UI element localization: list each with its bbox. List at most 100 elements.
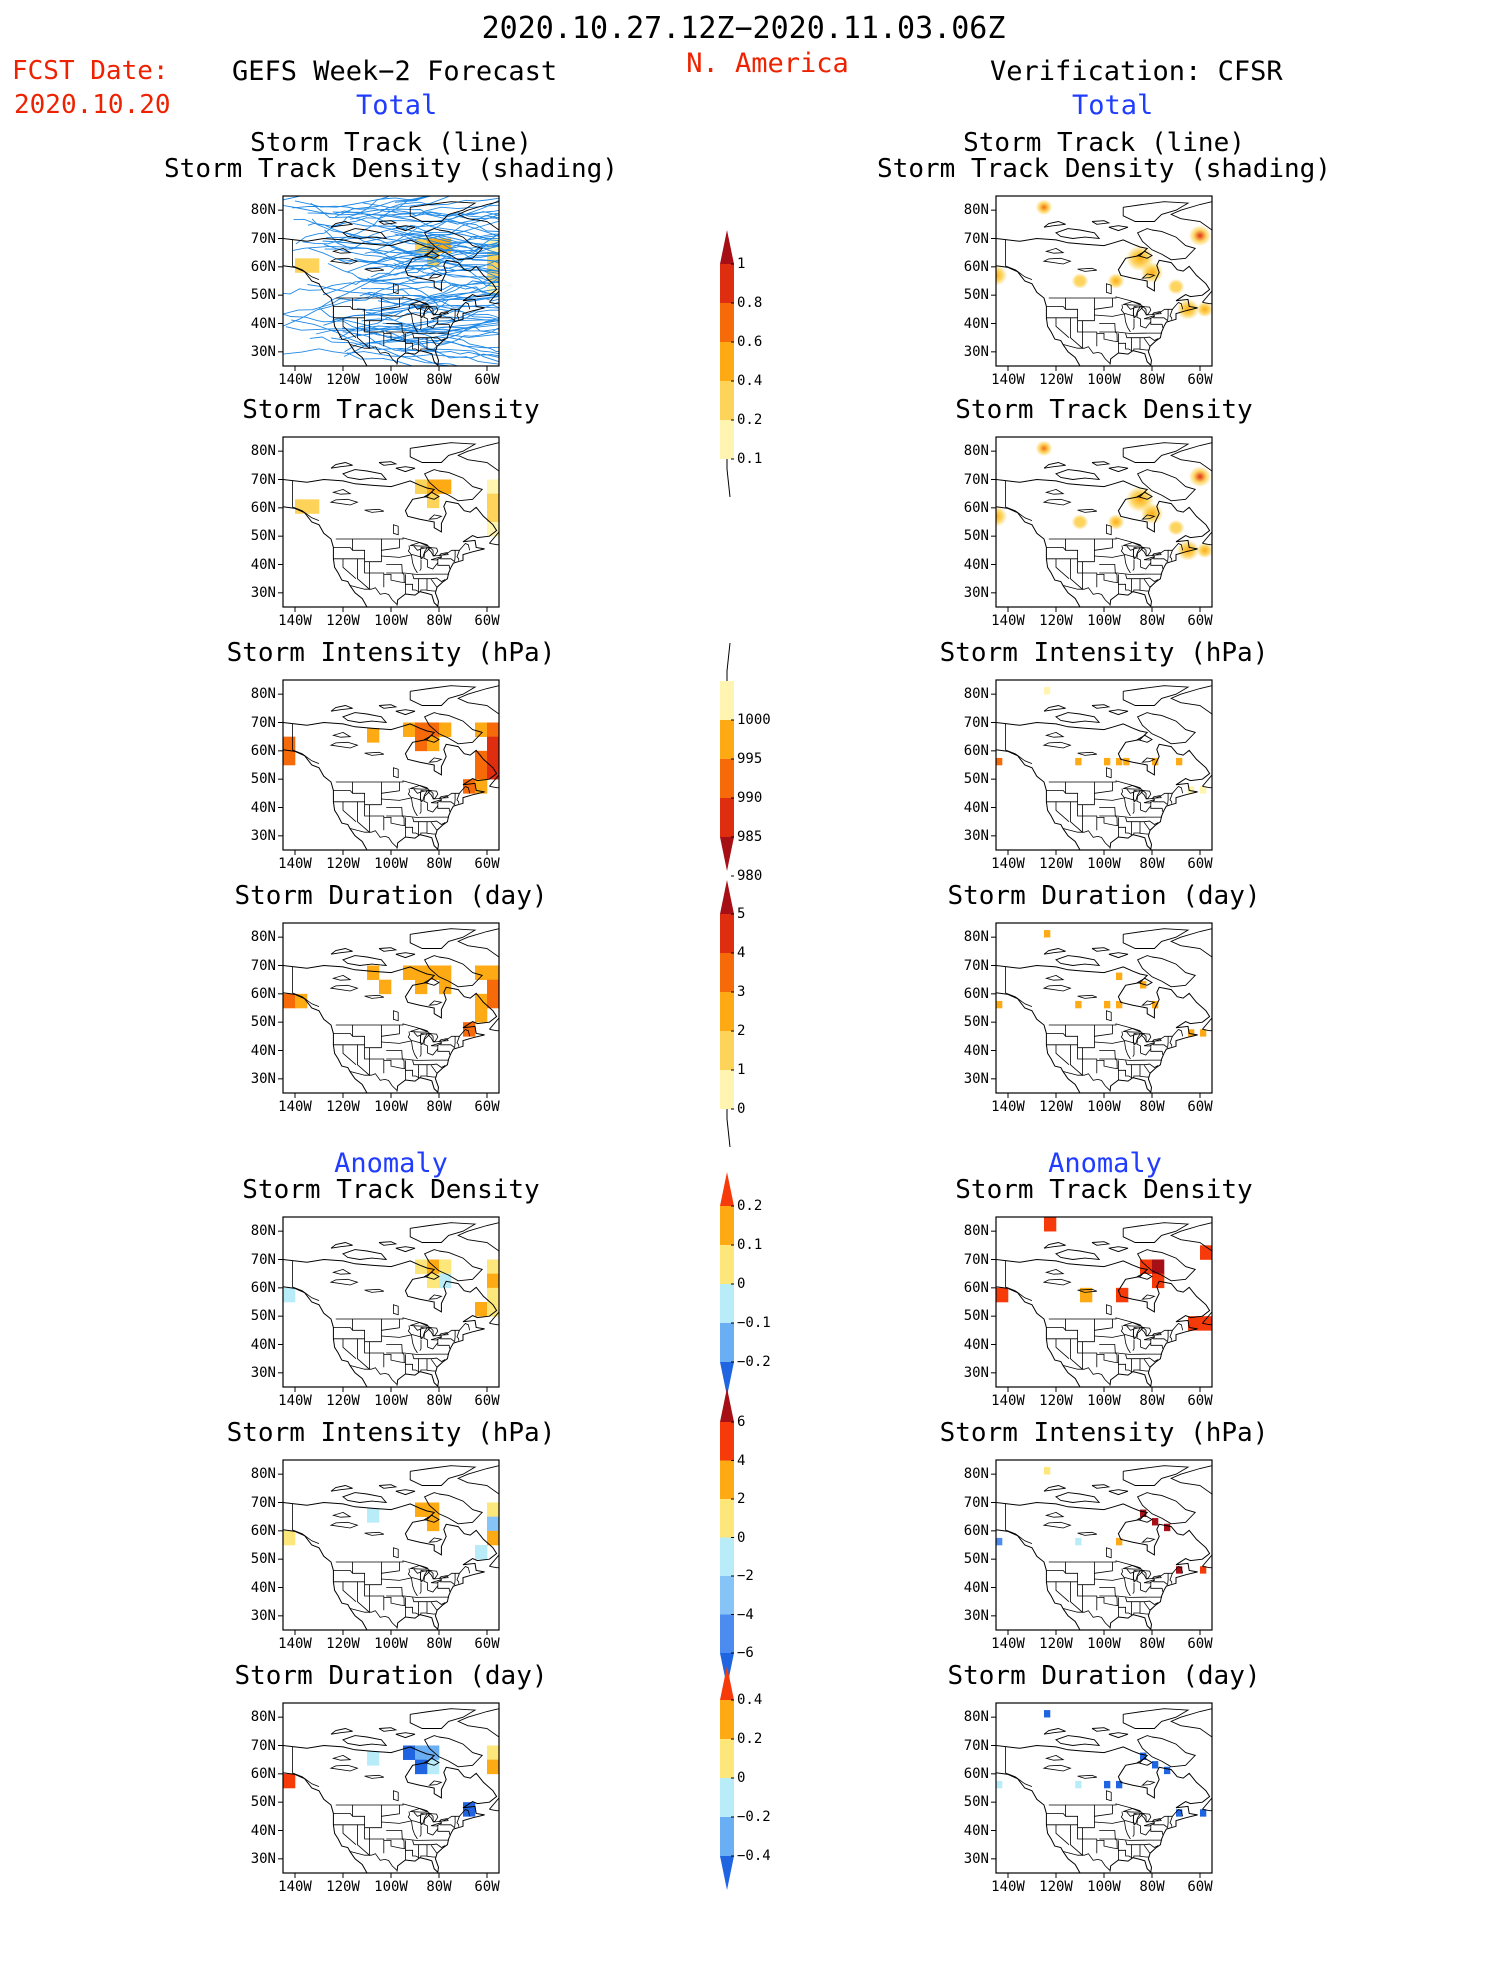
lat-tick-label: 50N bbox=[949, 1552, 989, 1566]
border bbox=[440, 1825, 454, 1828]
total-left-title: Total bbox=[356, 92, 437, 119]
border bbox=[405, 1070, 418, 1077]
border bbox=[1124, 1821, 1130, 1839]
lake bbox=[1046, 1755, 1063, 1760]
border bbox=[1133, 319, 1134, 330]
border bbox=[1118, 584, 1131, 591]
border bbox=[1168, 309, 1169, 320]
colorbar-label: −0.2 bbox=[737, 1355, 771, 1369]
map-frame bbox=[996, 1460, 1212, 1630]
border bbox=[1046, 548, 1065, 551]
border bbox=[1049, 538, 1183, 556]
border bbox=[343, 1825, 356, 1845]
lat-tick-label: 40N bbox=[236, 1338, 276, 1352]
lat-tick-label: 60N bbox=[236, 744, 276, 758]
border bbox=[336, 1318, 470, 1336]
border bbox=[428, 806, 438, 812]
island bbox=[379, 1242, 396, 1246]
colorbar-arrow-down bbox=[720, 1856, 734, 1890]
grid-cell bbox=[475, 765, 487, 779]
border bbox=[1168, 1036, 1169, 1047]
map-frame bbox=[283, 437, 499, 607]
island bbox=[1092, 221, 1109, 225]
border bbox=[1151, 318, 1163, 328]
border bbox=[1056, 802, 1069, 822]
grid-cell bbox=[367, 966, 379, 980]
border bbox=[1097, 574, 1119, 582]
forecast-anom-intensity-title: Storm Intensity (hPa) bbox=[156, 1420, 626, 1446]
lake bbox=[1106, 1011, 1111, 1021]
grid-cell bbox=[487, 980, 499, 994]
grid-cell bbox=[415, 480, 427, 494]
colorbar-anom_duration bbox=[715, 1666, 739, 1968]
island bbox=[458, 443, 511, 505]
border bbox=[1170, 550, 1172, 561]
colorbar-arrow-down bbox=[720, 837, 734, 871]
lake bbox=[429, 1781, 441, 1785]
border bbox=[1124, 1578, 1130, 1596]
colorbar-swatch bbox=[720, 381, 734, 420]
border bbox=[1094, 1578, 1135, 1581]
lake bbox=[1123, 1028, 1141, 1032]
lake bbox=[410, 785, 428, 789]
border bbox=[333, 1034, 352, 1037]
border bbox=[1049, 1804, 1183, 1822]
border bbox=[421, 1845, 427, 1858]
border bbox=[1099, 324, 1117, 342]
border bbox=[1126, 1354, 1159, 1361]
lat-tick-label: 70N bbox=[949, 473, 989, 487]
island bbox=[1171, 1466, 1224, 1528]
lake bbox=[333, 1269, 350, 1274]
border bbox=[381, 1821, 422, 1824]
island bbox=[331, 949, 353, 955]
grid-cell bbox=[499, 737, 511, 751]
border bbox=[386, 565, 404, 583]
grid-cell bbox=[1176, 758, 1182, 765]
lake bbox=[431, 1823, 441, 1826]
border bbox=[1097, 1060, 1119, 1068]
border bbox=[1151, 559, 1163, 569]
border bbox=[438, 1045, 450, 1055]
verification-duration-title: Storm Duration (day) bbox=[869, 883, 1339, 909]
border bbox=[455, 1036, 456, 1047]
island bbox=[1044, 1729, 1066, 1735]
border bbox=[1049, 1561, 1183, 1579]
island bbox=[489, 1018, 503, 1031]
border bbox=[1127, 1569, 1134, 1573]
lake bbox=[1046, 975, 1063, 980]
island bbox=[1138, 1250, 1196, 1281]
lon-tick-label: 60W bbox=[457, 1394, 517, 1408]
grid-cell bbox=[1104, 1001, 1110, 1008]
lake bbox=[429, 1295, 441, 1299]
grid-cell bbox=[487, 1531, 499, 1545]
colorbar-label: 0.1 bbox=[737, 1238, 762, 1252]
border bbox=[1141, 1586, 1151, 1592]
lon-tick-label: 60W bbox=[1170, 857, 1230, 871]
lake bbox=[1078, 1532, 1097, 1535]
lat-tick-label: 30N bbox=[949, 829, 989, 843]
map-frame bbox=[283, 923, 499, 1093]
colorbar-swatch bbox=[720, 1422, 734, 1461]
forecast-density-title: Storm Track Density bbox=[156, 397, 626, 423]
lake bbox=[1044, 1765, 1070, 1771]
island bbox=[1092, 1728, 1109, 1732]
border bbox=[336, 781, 470, 799]
colorbar-arrow-up bbox=[720, 1388, 734, 1422]
island bbox=[1171, 1709, 1224, 1771]
colorbar-swatch bbox=[720, 1499, 734, 1538]
lat-tick-label: 50N bbox=[236, 529, 276, 543]
border bbox=[1099, 332, 1162, 333]
lon-tick-label: 60W bbox=[457, 1637, 517, 1651]
lat-tick-label: 70N bbox=[949, 1496, 989, 1510]
border bbox=[431, 1602, 437, 1610]
lake bbox=[393, 1011, 398, 1021]
lat-tick-label: 30N bbox=[949, 1852, 989, 1866]
grid-cell bbox=[996, 1781, 1002, 1788]
lake bbox=[431, 1580, 441, 1583]
lake bbox=[1078, 752, 1097, 755]
island bbox=[1044, 706, 1066, 712]
grid-cell bbox=[487, 480, 499, 494]
density-blob bbox=[1072, 273, 1089, 289]
colorbar-arrow-up bbox=[720, 880, 734, 914]
island bbox=[396, 1733, 415, 1738]
